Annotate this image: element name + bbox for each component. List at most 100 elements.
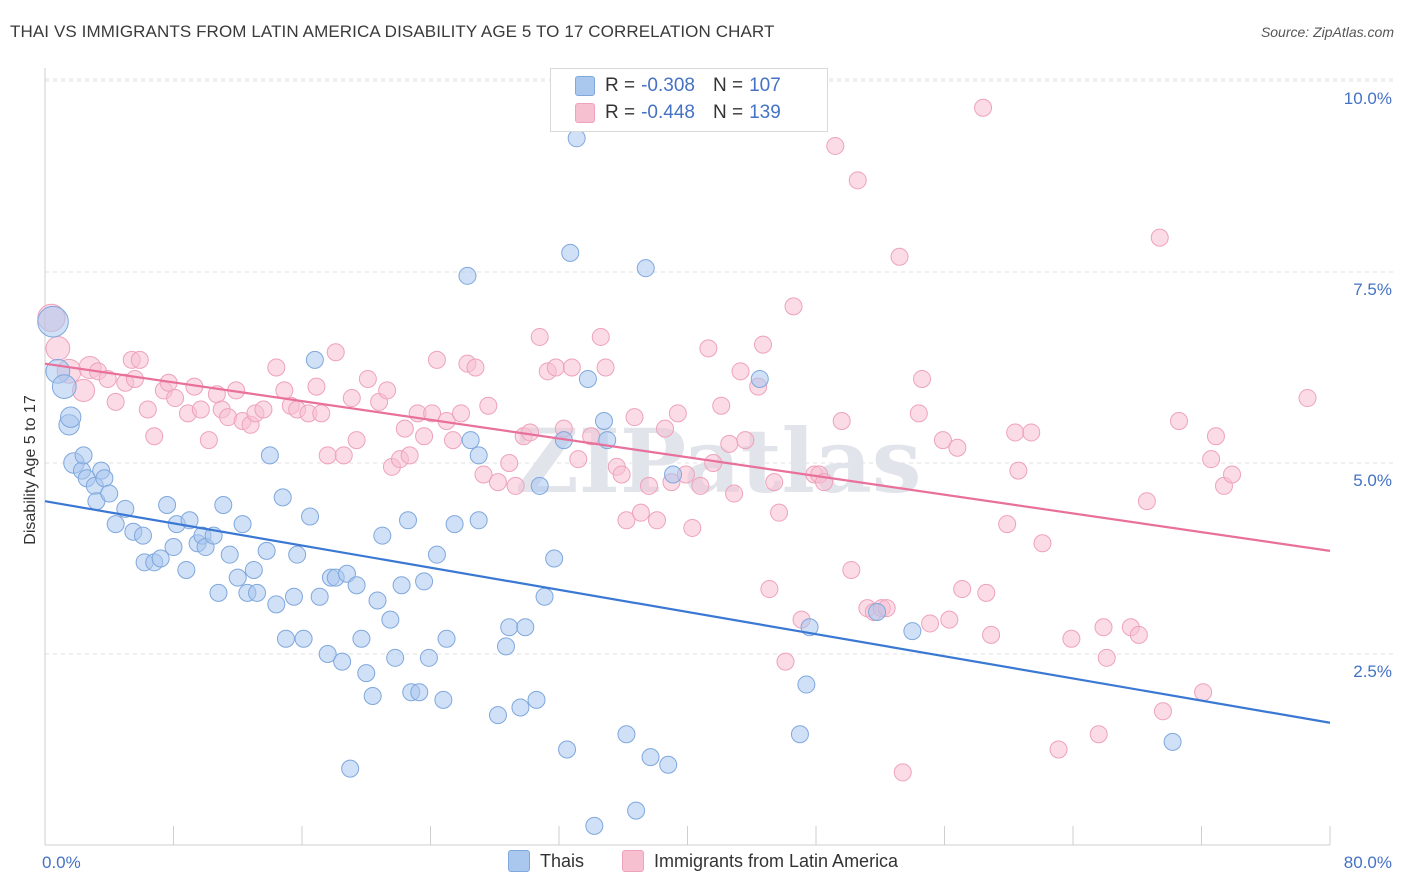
thai-point (59, 406, 82, 428)
latin-america-point (893, 763, 912, 782)
latin-america-point (415, 427, 434, 446)
thai-point (220, 545, 239, 564)
thai-point (244, 560, 263, 579)
latin-america-point (612, 465, 631, 484)
latin-america-point (765, 473, 784, 492)
thai-point (399, 511, 418, 530)
y-tick-label: 5.0% (1353, 471, 1392, 490)
latin-america-point (596, 358, 615, 377)
latin-america-point (591, 327, 610, 346)
thai-point (95, 469, 114, 488)
thai-point (627, 801, 646, 820)
latin-america-point (546, 358, 565, 377)
trend-lines (44, 362, 1331, 724)
latin-america-point (617, 511, 636, 530)
latin-america-point (488, 473, 507, 492)
latin-america-point (395, 419, 414, 438)
thai-point (106, 515, 125, 534)
latin-america-point (307, 377, 326, 396)
thai-point (273, 488, 292, 507)
latin-america-point (1298, 389, 1317, 408)
latin-america-point (452, 404, 471, 423)
thai-point (664, 465, 683, 484)
thai-point (410, 683, 429, 702)
thai-point (750, 369, 769, 388)
latin-america-point (736, 431, 755, 450)
thai-point (368, 591, 387, 610)
latin-america-point (347, 431, 366, 450)
latin-america-point (776, 652, 795, 671)
legend-swatch-latin-america (575, 103, 595, 123)
thai-point (37, 305, 69, 338)
latin-america-point (1137, 492, 1156, 511)
thai-point (214, 496, 233, 515)
thai-point (257, 541, 276, 560)
latin-america-point (770, 503, 789, 522)
latin-america-point (691, 476, 710, 495)
thai-point (305, 350, 324, 369)
thai-point (578, 369, 597, 388)
latin-america-point (1006, 423, 1025, 442)
legend-label-thais: Thais (540, 850, 585, 871)
latin-america-point (668, 404, 687, 423)
latin-america-point (842, 560, 861, 579)
latin-america-point (699, 339, 718, 358)
legend-row-latin-america: R = -0.448 N = 139 (575, 100, 781, 126)
legend-item-latin-america[interactable]: Immigrants from Latin America (622, 850, 898, 872)
latin-america-point (848, 171, 867, 190)
latin-america-point (1062, 629, 1081, 648)
thai-point (392, 576, 411, 595)
thai-point (488, 706, 507, 725)
y-tick-label: 2.5% (1353, 662, 1392, 681)
thai-point (288, 545, 307, 564)
thai-point (357, 664, 376, 683)
latin-america-point (921, 614, 940, 633)
thai-point (558, 740, 577, 759)
thai-point (530, 476, 549, 495)
latin-america-point (474, 465, 493, 484)
thai-point (209, 583, 228, 602)
latin-america-point (631, 503, 650, 522)
latin-america-point (275, 381, 294, 400)
thai-point (1163, 732, 1182, 751)
latin-america-point (1009, 461, 1028, 480)
y-axis-label: Disability Age 5 to 17 (22, 395, 39, 545)
legend-n-label: N = (712, 102, 744, 123)
thai-point (527, 690, 546, 709)
thai-point (386, 648, 405, 667)
legend-r-label: R = (605, 75, 636, 96)
legend-swatch-thais (575, 76, 595, 96)
latin-america-point (933, 431, 952, 450)
latin-america-point (45, 336, 71, 361)
legend-label-latin-america: Immigrants from Latin America (654, 850, 899, 871)
latin-america-point (1223, 465, 1242, 484)
latin-america-point (1097, 648, 1116, 667)
legend-item-thais[interactable]: Thais (508, 850, 584, 872)
latin-america-point (400, 446, 419, 465)
thai-point (74, 446, 93, 465)
latin-america-point (1129, 625, 1148, 644)
latin-america-point (125, 369, 144, 388)
thai-point (790, 725, 809, 744)
correlation-legend: R = -0.308 N = 107 R = -0.448 N = 139 (550, 68, 828, 132)
thai-point (133, 526, 152, 545)
thai-point (511, 698, 530, 717)
latin-america-point (106, 392, 125, 411)
latin-america-point (712, 396, 731, 415)
thai-point (434, 690, 453, 709)
latin-america-point (1094, 618, 1113, 637)
latin-america-point (530, 327, 549, 346)
thai-point (594, 411, 613, 430)
thai-point (567, 129, 586, 148)
thai-point (427, 545, 446, 564)
latin-america-point (977, 583, 996, 602)
latin-america-point (683, 518, 702, 537)
thai-point (585, 816, 604, 835)
latin-america-point (1033, 534, 1052, 553)
latin-america-point (826, 136, 845, 155)
latin-america-point (130, 350, 149, 369)
thai-point (164, 538, 183, 557)
y-tick-label: 10.0% (1344, 89, 1392, 108)
latin-america-point (138, 400, 157, 419)
latin-america-point (647, 511, 666, 530)
